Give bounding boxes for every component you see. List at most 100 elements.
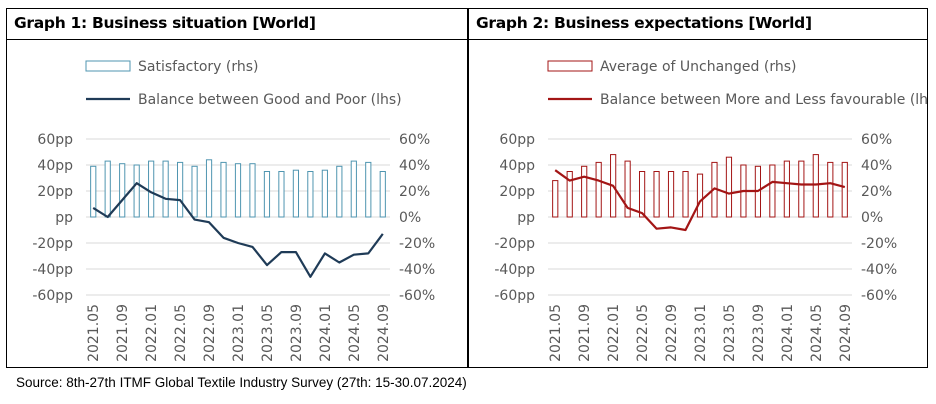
x-axis-tick-label: 2024.09 [838,304,854,362]
bar [90,165,97,218]
bar [379,171,386,218]
left-axis-tick-label: 20pp [37,184,73,200]
x-axis-tick-label: 2023.05 [722,304,738,362]
right-axis-tick-label: 20% [861,184,892,200]
bar [581,165,588,218]
right-axis-tick-label: -20% [861,236,897,252]
x-axis-tick-label: 2023.05 [260,304,276,362]
x-axis-tick-label: 2023.09 [751,304,767,362]
bar [783,160,790,218]
bar [104,160,111,218]
left-axis-tick-label: 60pp [499,132,535,148]
x-axis-tick-label: 2024.05 [809,304,825,362]
right-axis-tick-label: 0% [861,210,883,226]
bar [220,161,227,218]
series-line [92,182,384,278]
bar [133,164,140,218]
right-axis-tick-label: -40% [399,262,435,278]
left-axis-tick-label: pp [55,210,73,226]
graph-1-title: Graph 1: Business situation [World] [14,14,316,32]
bar [798,160,805,218]
bar [234,163,242,218]
left-axis-tick-label: -40pp [494,262,535,278]
legend-line-label: Balance between Good and Poor (lhs) [138,92,402,108]
x-axis-tick-label: 2022.09 [664,304,680,362]
series-line [554,169,846,232]
left-axis-tick-label: 20pp [499,184,535,200]
x-axis-tick-label: 2022.05 [635,304,651,362]
graph-2-title-divider [469,39,927,40]
right-axis-tick-label: 60% [399,132,430,148]
bar [263,171,271,218]
x-axis-tick-label: 2023.01 [231,304,247,362]
legend-bar-label: Satisfactory (rhs) [138,59,259,75]
bar [566,171,573,218]
right-axis-tick-label: -20% [399,236,435,252]
left-axis-tick-label: 40pp [37,158,73,174]
bar [769,164,776,218]
bar [696,173,704,218]
x-axis-tick-label: 2022.01 [606,304,622,362]
bar [191,165,198,218]
bar [365,161,372,218]
bar [827,161,834,218]
left-axis-tick-label: -60pp [494,288,535,304]
bar [321,169,328,218]
bar [595,161,602,218]
left-axis-tick-label: -40pp [32,262,73,278]
bar [812,154,819,218]
right-axis-tick-label: 20% [399,184,430,200]
graph-2-panel: Graph 2: Business expectations [World] A… [468,8,928,368]
graph-2-chart: Average of Unchanged (rhs) Balance betwee… [494,59,927,362]
legend-bar-swatch [547,60,593,72]
left-axis-tick-label: 40pp [499,158,535,174]
bar [653,171,660,218]
bar [148,160,155,218]
bar [350,160,357,218]
bar [667,171,675,218]
left-axis-tick-label: -20pp [32,236,73,252]
graph-2-title: Graph 2: Business expectations [World] [476,14,812,32]
graph-1-title-divider [7,39,467,40]
legend-line-label: Balance between More and Less favourable… [600,92,927,108]
x-axis-tick-label: 2022.01 [144,304,160,362]
bar [725,156,733,218]
x-axis-tick-label: 2021.09 [577,304,593,362]
x-axis-tick-label: 2021.05 [548,304,564,362]
right-axis-tick-label: -40% [861,262,897,278]
right-axis-tick-label: -60% [861,288,897,304]
x-axis-tick-label: 2023.01 [693,304,709,362]
x-axis-tick-label: 2024.01 [780,304,796,362]
legend-bar-label: Average of Unchanged (rhs) [600,59,796,75]
left-axis-tick-label: 60pp [37,132,73,148]
right-axis-tick-label: 0% [399,210,421,226]
left-axis-tick-label: pp [517,210,535,226]
bar [336,165,343,218]
bar [682,171,689,218]
bar [292,169,300,218]
x-axis-tick-label: 2021.05 [86,304,102,362]
left-axis-tick-label: -20pp [494,236,535,252]
bar [841,161,848,218]
legend-bar-swatch [85,60,131,72]
right-axis-tick-label: 40% [399,158,430,174]
x-axis-tick-label: 2023.09 [289,304,305,362]
bar [307,171,314,218]
x-axis-tick-label: 2021.09 [115,304,131,362]
x-axis-tick-label: 2022.05 [173,304,189,362]
bar [249,163,256,218]
x-axis-tick-label: 2022.09 [202,304,218,362]
right-axis-tick-label: 40% [861,158,892,174]
bar [552,180,559,218]
graph-1-chart: Satisfactory (rhs) Balance between Good a… [32,59,435,362]
bar [278,171,285,218]
bar [162,160,169,218]
right-axis-tick-label: -60% [399,288,435,304]
right-axis-tick-label: 60% [861,132,892,148]
source-note: Source: 8th-27th ITMF Global Textile Ind… [16,375,467,390]
bar [176,161,184,218]
left-axis-tick-label: -60pp [32,288,73,304]
x-axis-tick-label: 2024.05 [347,304,363,362]
bar [638,171,646,218]
bar [205,159,213,218]
